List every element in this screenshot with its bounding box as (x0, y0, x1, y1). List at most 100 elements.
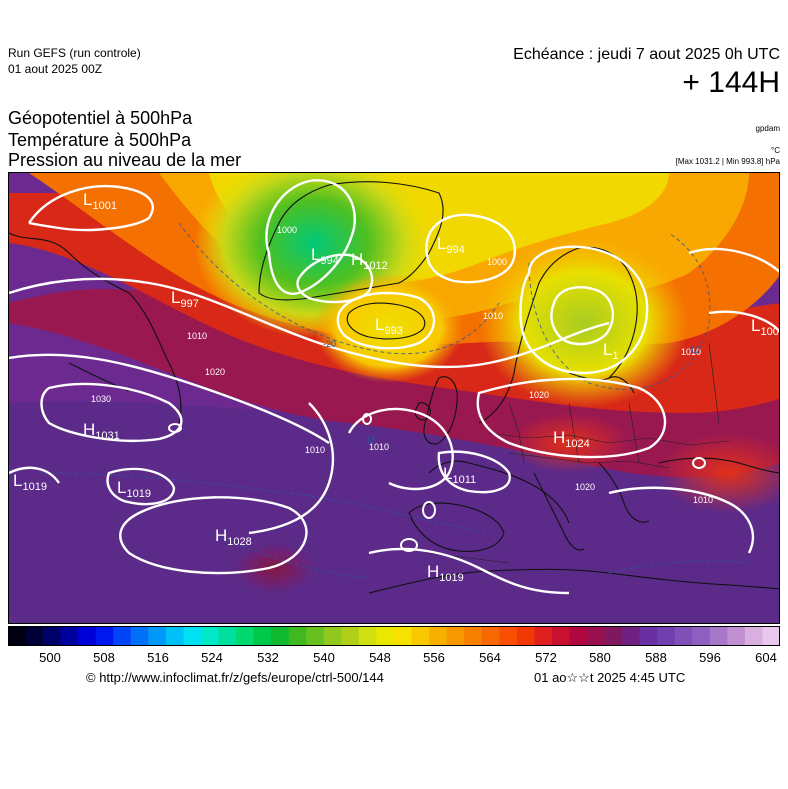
coast-black-sea (658, 457, 779, 474)
isobar-scandinavia-1000 (519, 245, 649, 375)
field-purple-spot (234, 543, 314, 593)
colorbar-swatch (551, 626, 571, 646)
coast-canada (9, 232, 182, 424)
isotherms (38, 222, 750, 579)
colorbar-swatch (236, 626, 255, 646)
isobar-label: 1000 (487, 257, 507, 267)
unit-geopotential: gpdam (755, 124, 780, 133)
coast-greenland (258, 181, 444, 301)
colorbar-swatch (183, 626, 202, 646)
colorbar-tick: 572 (535, 650, 557, 665)
map-canvas: L1001 L994 H1012 L994 L997 L993 L1001 H1031 H102… (9, 173, 780, 623)
isobar-1010-north (9, 277, 610, 369)
low-pressure-center: L1001 (83, 190, 117, 212)
isobar-h1031 (40, 382, 183, 442)
colorbar-swatch (25, 626, 44, 646)
isobar-iceland (336, 291, 436, 350)
isobar-l1019-west (9, 466, 60, 484)
isobar-label: 1010 (483, 311, 503, 321)
colorbar-swatch (569, 626, 588, 646)
colorbar-swatch (165, 626, 185, 646)
parameter-temperature: Température à 500hPa (8, 130, 192, 150)
run-date: 01 aout 2025 00Z (8, 62, 103, 76)
isobar-label: 1010 (187, 331, 207, 341)
coast-iberia (408, 502, 505, 552)
colorbar-swatch (323, 626, 342, 646)
colorbar-swatch (43, 626, 62, 646)
isotherm-e (608, 560, 750, 574)
isobar-l1019 (106, 467, 176, 506)
coast-italy (533, 472, 585, 551)
isobar-label: 1000 (277, 225, 297, 235)
colorbar-swatch (692, 626, 711, 646)
low-pressure-center: L1001 (751, 316, 780, 338)
low-pressure-center: L993 (375, 315, 403, 337)
colorbar-swatch (341, 626, 360, 646)
colorbar-swatch (358, 626, 378, 646)
colorbar-tick: 540 (313, 650, 335, 665)
colorbar-swatch (622, 626, 641, 646)
colorbar-swatch (253, 626, 272, 646)
colorbar-tick: 500 (39, 650, 61, 665)
isobar-label: 1010 (681, 347, 701, 357)
isobar-h1028 (119, 496, 308, 575)
isotherm-labels: -20 -15 -10 (323, 339, 700, 445)
low-pressure-center: L997 (171, 288, 199, 310)
colorbar-swatch (762, 626, 780, 646)
high-pressure-center: H1028 (215, 526, 252, 548)
coast-balkans (598, 462, 650, 523)
isobar-1020-west (9, 353, 330, 444)
isobar-h1024 (476, 377, 667, 459)
high-pressure-center: H1031 (83, 420, 120, 442)
colorbar-tick: 564 (479, 650, 501, 665)
isotherm-label: -20 (323, 339, 336, 349)
isobar-greenland-1000 (265, 179, 356, 295)
colorbar-tick: 508 (93, 650, 115, 665)
isobar-1010-east (608, 486, 755, 554)
low-pressure-center: L1019 (117, 478, 151, 500)
coast-north-africa (368, 568, 779, 594)
pressure-range: [Max 1031.2 | Min 993.8] hPa (675, 157, 780, 166)
colorbar-swatch (429, 626, 448, 646)
coastlines (9, 181, 779, 594)
colorbar-swatch (376, 626, 395, 646)
isotherm-label: -15 (363, 435, 376, 445)
isobar-labels: 1000 1010 1020 1030 1010 1020 1010 1010 1010 1020… (91, 225, 713, 505)
run-name: Run GEFS (run controle) (8, 46, 141, 60)
source-url[interactable]: © http://www.infoclimat.fr/z/gefs/europe… (86, 670, 384, 685)
coast-britain (423, 376, 458, 445)
colorbar-swatch (60, 626, 79, 646)
isobar-label: 1010 (305, 445, 325, 455)
colorbar-swatch (744, 626, 764, 646)
isobar-1010-mid (347, 407, 454, 491)
colorbar-swatch (481, 626, 500, 646)
colorbar-swatch (130, 626, 149, 646)
isobar-l-east (708, 310, 779, 333)
isobar-label: 1010 (693, 495, 713, 505)
high-pressure-center: H1019 (427, 562, 464, 584)
colorbar-swatch (727, 626, 746, 646)
isobar-l1001 (28, 185, 154, 232)
low-pressure-center: L1019 (13, 471, 47, 493)
isotherm-label: -10 (687, 345, 700, 355)
isobar-l1011 (437, 450, 511, 494)
colorbar-swatch (148, 626, 167, 646)
colorbar-tick: 524 (201, 650, 223, 665)
colorbar-tick: 516 (147, 650, 169, 665)
colorbar-swatch (411, 626, 430, 646)
colorbar-tick: 604 (755, 650, 777, 665)
unit-temperature: °C (771, 146, 780, 155)
colorbar (8, 626, 780, 646)
isobar-label: 1030 (91, 394, 111, 404)
small-contours (168, 413, 706, 552)
colorbar-tick: 580 (589, 650, 611, 665)
colorbar-swatch (639, 626, 658, 646)
parameter-geopotential: Géopotentiel à 500hPa (8, 108, 193, 128)
colorbar-border (8, 626, 780, 646)
colorbar-swatch (464, 626, 483, 646)
colorbar-swatch (201, 626, 220, 646)
pressure-centers: L1001 L994 H1012 L994 L997 L993 L1001 H1031 H102… (13, 190, 780, 584)
isobar-label: 1010 (369, 442, 389, 452)
isobar-scandinavia-inner (550, 286, 615, 346)
low-pressure-center: L1 (603, 340, 619, 362)
